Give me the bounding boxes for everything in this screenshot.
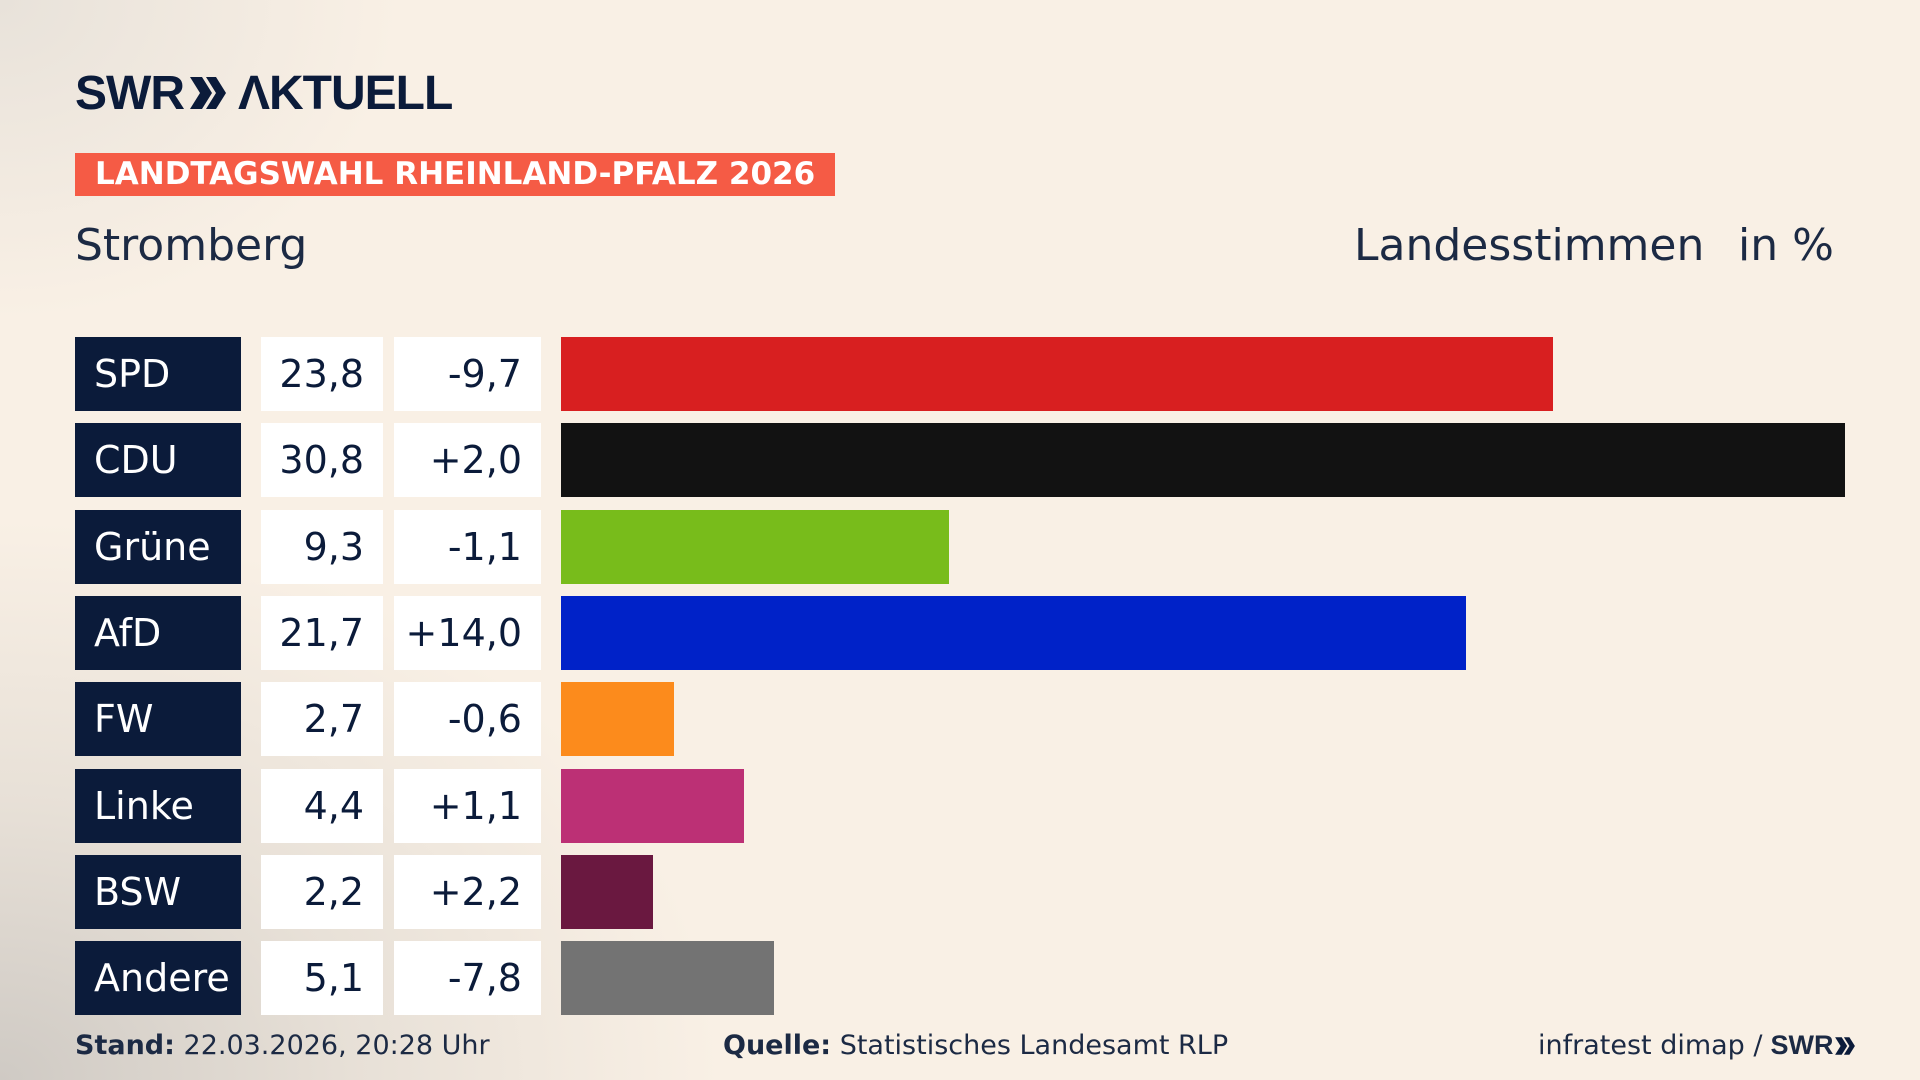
party-diff: +2,0 [394, 423, 541, 498]
party-bar [561, 509, 949, 584]
party-name: CDU [75, 423, 241, 498]
credit-text: infratest dimap / [1538, 1030, 1763, 1061]
party-value: 5,1 [261, 941, 383, 1016]
party-name: Andere [75, 941, 241, 1016]
party-bar [561, 768, 745, 843]
unit-label: in % [1738, 220, 1834, 271]
vote-type-label: Landesstimmen [1354, 220, 1705, 271]
double-chevron-icon [189, 77, 226, 109]
party-name: AfD [75, 595, 241, 670]
source-info: Quelle: Statistisches Landesamt RLP [723, 1030, 1228, 1061]
stand-label: Stand: [75, 1030, 175, 1061]
source-label: Quelle: [723, 1030, 832, 1061]
party-diff: -1,1 [394, 509, 541, 584]
party-value: 23,8 [261, 337, 383, 411]
party-diff: +2,2 [394, 854, 541, 929]
party-bar [561, 337, 1554, 411]
party-value: 2,7 [261, 682, 383, 757]
swr-small-logo: SWR [1771, 1030, 1856, 1061]
party-bar [561, 941, 774, 1016]
party-name: BSW [75, 854, 241, 929]
party-name: SPD [75, 337, 241, 411]
party-diff: -0,6 [394, 682, 541, 757]
party-name: Grüne [75, 509, 241, 584]
party-value: 9,3 [261, 509, 383, 584]
party-name: Linke [75, 768, 241, 843]
party-bar [561, 595, 1466, 670]
party-value: 2,2 [261, 854, 383, 929]
party-diff: -7,8 [394, 941, 541, 1016]
party-bar [561, 682, 674, 757]
party-diff: -9,7 [394, 337, 541, 411]
party-value: 21,7 [261, 595, 383, 670]
party-bar [561, 423, 1845, 498]
party-value: 30,8 [261, 423, 383, 498]
party-diff: +14,0 [394, 595, 541, 670]
double-chevron-icon [1834, 1036, 1855, 1055]
credit: infratest dimap / SWR [1538, 1030, 1856, 1061]
swr-aktuell-logo: SWR ΛKTUELL [75, 66, 453, 120]
stand-value: 22.03.2026, 20:28 Uhr [183, 1030, 490, 1061]
election-banner: LANDTAGSWAHL RHEINLAND-PFALZ 2026 [75, 153, 836, 196]
party-diff: +1,1 [394, 768, 541, 843]
stand-info: Stand: 22.03.2026, 20:28 Uhr [75, 1030, 490, 1061]
region-title: Stromberg [75, 220, 308, 271]
source-value: Statistisches Landesamt RLP [839, 1030, 1229, 1061]
party-value: 4,4 [261, 768, 383, 843]
party-name: FW [75, 682, 241, 757]
swr-logo-text: SWR [1770, 1030, 1834, 1060]
party-bar [561, 854, 653, 929]
